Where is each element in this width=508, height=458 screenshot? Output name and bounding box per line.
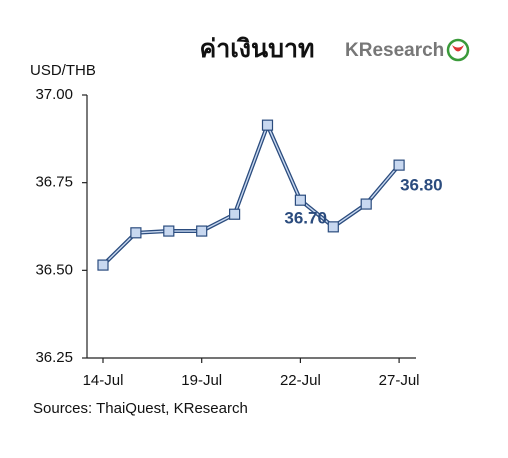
- source-note: Sources: ThaiQuest, KResearch: [33, 400, 248, 417]
- data-point: [97, 259, 109, 271]
- series-line-inner: [102, 124, 400, 266]
- chart-title: ค่าเงินบาท: [200, 34, 315, 63]
- y-tick-label: 36.25: [35, 349, 73, 366]
- data-point: [163, 225, 175, 237]
- data-point: [229, 208, 241, 220]
- data-point: [196, 225, 208, 237]
- data-point: [261, 119, 274, 131]
- y-tick-label: 37.00: [35, 86, 73, 103]
- data-point: [360, 198, 372, 210]
- y-axis-label: USD/THB: [30, 62, 96, 79]
- data-point: [327, 221, 339, 233]
- data-label: 36.80: [400, 176, 443, 195]
- x-tick-label: 19-Jul: [181, 372, 222, 389]
- logo-icon: [446, 38, 470, 62]
- x-tick-label: 22-Jul: [280, 372, 321, 389]
- data-point: [130, 227, 142, 239]
- data-point: [294, 194, 306, 206]
- y-tick-label: 36.50: [35, 261, 73, 278]
- y-tick-label: 36.75: [35, 174, 73, 191]
- data-label: 36.70: [284, 209, 327, 228]
- logo-text: KResearch: [345, 40, 444, 61]
- x-tick-label: 27-Jul: [379, 372, 420, 389]
- series-line: [101, 123, 401, 267]
- x-tick-label: 14-Jul: [83, 372, 124, 389]
- data-point: [393, 159, 405, 171]
